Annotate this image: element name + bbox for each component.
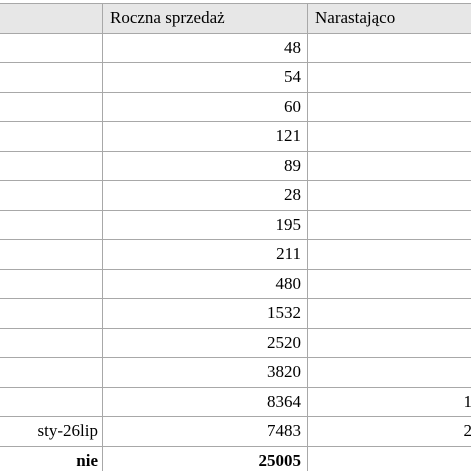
header-cell-label[interactable] bbox=[0, 3, 103, 34]
row-label-cell[interactable] bbox=[0, 386, 103, 417]
table-row: 48 bbox=[0, 32, 471, 63]
cumulative-cell[interactable]: 1 bbox=[307, 386, 471, 417]
table-row: 1532 bbox=[0, 298, 471, 329]
cumulative-cell[interactable] bbox=[307, 180, 471, 211]
row-label-cell[interactable] bbox=[0, 357, 103, 388]
cumulative-cell[interactable] bbox=[307, 357, 471, 388]
table-row: sty-26lip74832 bbox=[0, 416, 471, 447]
cumulative-cell[interactable] bbox=[307, 298, 471, 329]
table-row: 2520 bbox=[0, 327, 471, 358]
table-row: 83641 bbox=[0, 386, 471, 417]
table-row: 195 bbox=[0, 209, 471, 240]
row-label-cell[interactable] bbox=[0, 239, 103, 270]
cumulative-cell[interactable] bbox=[307, 32, 471, 63]
row-label-cell[interactable] bbox=[0, 62, 103, 93]
row-label-cell[interactable] bbox=[0, 180, 103, 211]
cumulative-cell[interactable] bbox=[307, 121, 471, 152]
total-row: nie 25005 bbox=[0, 445, 471, 471]
annual-sales-cell[interactable]: 89 bbox=[102, 150, 308, 181]
cumulative-cell[interactable] bbox=[307, 91, 471, 122]
annual-sales-cell[interactable]: 1532 bbox=[102, 298, 308, 329]
row-label-cell[interactable] bbox=[0, 32, 103, 63]
table-row: 211 bbox=[0, 239, 471, 270]
row-label-cell[interactable] bbox=[0, 268, 103, 299]
annual-sales-cell[interactable]: 25005 bbox=[102, 445, 308, 471]
annual-sales-cell[interactable]: 211 bbox=[102, 239, 308, 270]
header-row: Roczna sprzedaż Narastająco bbox=[0, 3, 471, 34]
annual-sales-cell[interactable]: 480 bbox=[102, 268, 308, 299]
row-label-cell[interactable] bbox=[0, 121, 103, 152]
table-row: 54 bbox=[0, 62, 471, 93]
table-row: 28 bbox=[0, 180, 471, 211]
annual-sales-cell[interactable]: 48 bbox=[102, 32, 308, 63]
annual-sales-cell[interactable]: 2520 bbox=[102, 327, 308, 358]
annual-sales-cell[interactable]: 3820 bbox=[102, 357, 308, 388]
header-cell-annual-sales[interactable]: Roczna sprzedaż bbox=[102, 3, 308, 34]
row-label-cell[interactable] bbox=[0, 150, 103, 181]
row-label-cell[interactable] bbox=[0, 91, 103, 122]
annual-sales-cell[interactable]: 60 bbox=[102, 91, 308, 122]
annual-sales-cell[interactable]: 195 bbox=[102, 209, 308, 240]
cumulative-cell[interactable]: 2 bbox=[307, 416, 471, 447]
cumulative-cell[interactable] bbox=[307, 445, 471, 471]
row-label-cell[interactable] bbox=[0, 209, 103, 240]
cumulative-cell[interactable] bbox=[307, 209, 471, 240]
table-row: 60 bbox=[0, 91, 471, 122]
cumulative-cell[interactable] bbox=[307, 62, 471, 93]
header-cell-cumulative[interactable]: Narastająco bbox=[307, 3, 471, 34]
table-row: 480 bbox=[0, 268, 471, 299]
table-row: 89 bbox=[0, 150, 471, 181]
cumulative-cell[interactable] bbox=[307, 239, 471, 270]
cumulative-cell[interactable] bbox=[307, 327, 471, 358]
row-label-cell[interactable]: nie bbox=[0, 445, 103, 471]
row-label-cell[interactable] bbox=[0, 298, 103, 329]
row-label-cell[interactable]: sty-26lip bbox=[0, 416, 103, 447]
table-row: 3820 bbox=[0, 357, 471, 388]
annual-sales-cell[interactable]: 121 bbox=[102, 121, 308, 152]
annual-sales-cell[interactable]: 8364 bbox=[102, 386, 308, 417]
annual-sales-cell[interactable]: 28 bbox=[102, 180, 308, 211]
sales-table: Roczna sprzedaż Narastająco 48 54 60 121 89 2… bbox=[0, 3, 471, 471]
cumulative-cell[interactable] bbox=[307, 150, 471, 181]
row-label-cell[interactable] bbox=[0, 327, 103, 358]
table-row: 121 bbox=[0, 121, 471, 152]
cumulative-cell[interactable] bbox=[307, 268, 471, 299]
annual-sales-cell[interactable]: 54 bbox=[102, 62, 308, 93]
annual-sales-cell[interactable]: 7483 bbox=[102, 416, 308, 447]
